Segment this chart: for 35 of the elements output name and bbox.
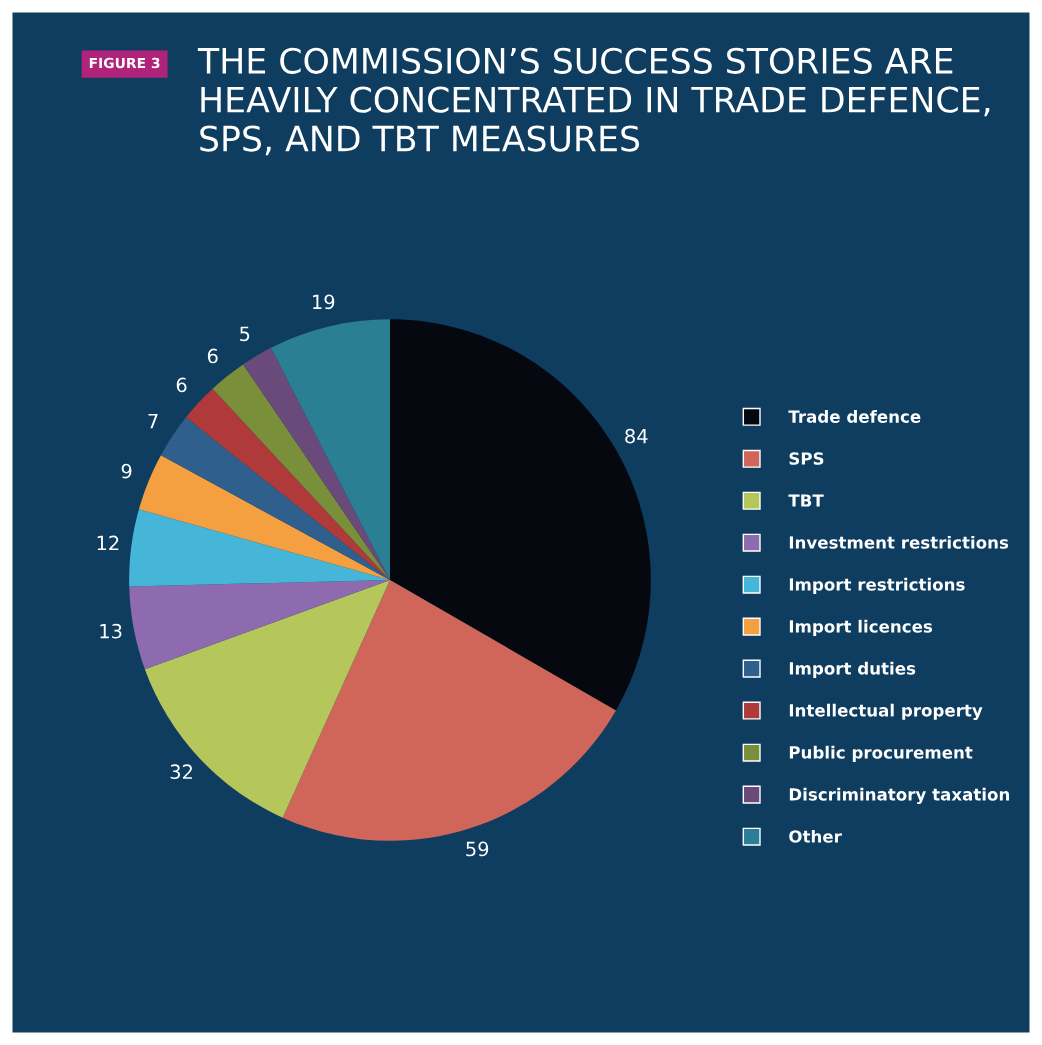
data-label: 7 bbox=[148, 413, 158, 429]
data-label: 19 bbox=[313, 294, 335, 310]
data-label: 6 bbox=[176, 377, 187, 393]
pie-slice bbox=[186, 388, 390, 580]
caption: FIGURE 3 bbox=[89, 57, 160, 69]
legend-label: Intellectual property bbox=[789, 703, 983, 720]
data-label: 13 bbox=[100, 623, 122, 639]
chart-title: THE COMMISSION’S SUCCESS STORIES ARE HEAVILY CONCENTRATED IN TRADE DEFENCE, SPS, AND TBT MEASURES bbox=[197, 47, 990, 156]
data-label: 59 bbox=[466, 841, 489, 857]
pie-slice bbox=[243, 347, 390, 580]
pie-slice bbox=[144, 580, 390, 818]
pie-slice bbox=[282, 580, 616, 841]
pie-slice bbox=[270, 319, 390, 580]
pie-slice bbox=[390, 319, 651, 711]
legend-label: Import restrictions bbox=[789, 577, 965, 594]
data-label: 12 bbox=[97, 535, 119, 551]
legend-label: Import licences bbox=[789, 619, 933, 636]
legend-label: Public procurement bbox=[789, 745, 973, 762]
legend-label: SPS bbox=[789, 452, 824, 465]
data-label: 32 bbox=[170, 764, 192, 780]
data-label: 6 bbox=[207, 348, 218, 364]
legend-label: Import duties bbox=[789, 661, 916, 678]
legend-label: Trade defence bbox=[788, 409, 921, 423]
legend-label: TBT bbox=[788, 494, 824, 507]
pie-slice bbox=[129, 580, 390, 670]
pie-slice bbox=[129, 509, 390, 587]
legend-label: Investment restrictions bbox=[789, 535, 1009, 549]
pie-slice bbox=[160, 417, 390, 580]
pie-slice bbox=[138, 455, 390, 580]
pie-slice bbox=[212, 364, 390, 580]
data-label: 84 bbox=[625, 428, 648, 444]
legend-label: Discriminatory taxation bbox=[789, 787, 1010, 805]
legend-label: Other bbox=[789, 829, 842, 843]
data-label: 5 bbox=[240, 326, 250, 342]
data-label: 9 bbox=[121, 463, 132, 479]
